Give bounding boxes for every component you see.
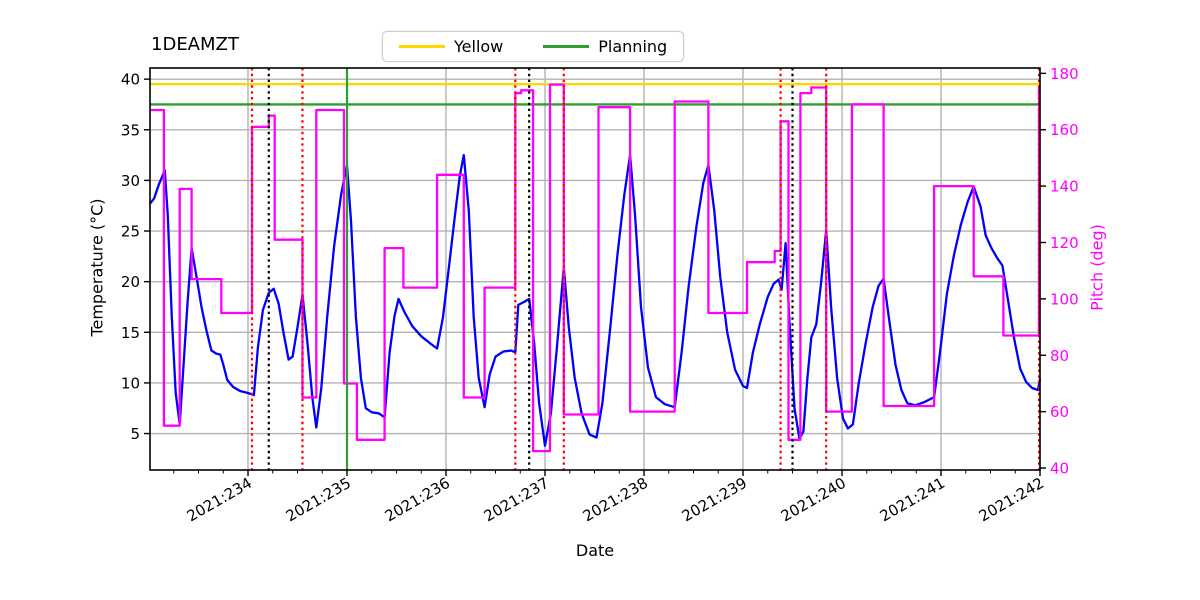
pitch-series-path [150,83,1041,453]
x-tick-label: 2021:239 [679,474,750,526]
y-right-tick-label: 140 [1050,178,1079,196]
x-tick-label: 2021:242 [976,474,1047,526]
y-left-tick-label: 35 [121,121,140,139]
planning-line-swatch [543,45,590,48]
chart-title: 1DEAMZT [151,34,239,55]
y-left-tick-label: 40 [121,71,140,89]
x-tick-label: 2021:236 [382,474,453,526]
x-axis-label: Date [575,541,615,560]
y-left-tick-label: 15 [121,324,140,342]
legend: Yellow Planning [382,31,685,62]
y-left-tick-label: 20 [121,273,140,291]
temperature-series-path [149,153,1042,447]
x-tick-label: 2021:238 [580,474,651,526]
legend-item-planning: Planning [543,36,668,56]
y-right-tick-label: 160 [1050,121,1079,139]
y-left-tick-label: 30 [121,172,140,190]
x-tick-label: 2021:235 [283,474,354,526]
legend-item-yellow: Yellow [399,36,504,56]
y-left-tick-label: 25 [121,223,140,241]
x-tick-label: 2021:240 [778,474,849,526]
plot-border [149,67,1041,471]
y-right-tick-label: 60 [1050,403,1069,421]
y-right-tick-label: 80 [1050,347,1069,365]
y-axis-label-right: Pitch (deg) [1087,224,1107,311]
y-axis-label-left: Temperature (°C) [87,198,107,337]
y-right-tick-label: 40 [1050,460,1069,478]
x-tick-label: 2021:241 [877,474,948,526]
x-tick-label: 2021:234 [184,474,255,526]
y-right-tick-label: 120 [1050,234,1079,252]
legend-label-yellow: Yellow [454,36,504,56]
y-left-tick-label: 5 [130,425,140,443]
y-left-tick-label: 10 [121,374,140,392]
y-right-tick-label: 180 [1050,65,1079,83]
y-right-tick-label: 100 [1050,290,1079,308]
legend-label-planning: Planning [598,36,668,56]
yellow-line-swatch [399,45,445,48]
x-tick-label: 2021:237 [481,474,552,526]
